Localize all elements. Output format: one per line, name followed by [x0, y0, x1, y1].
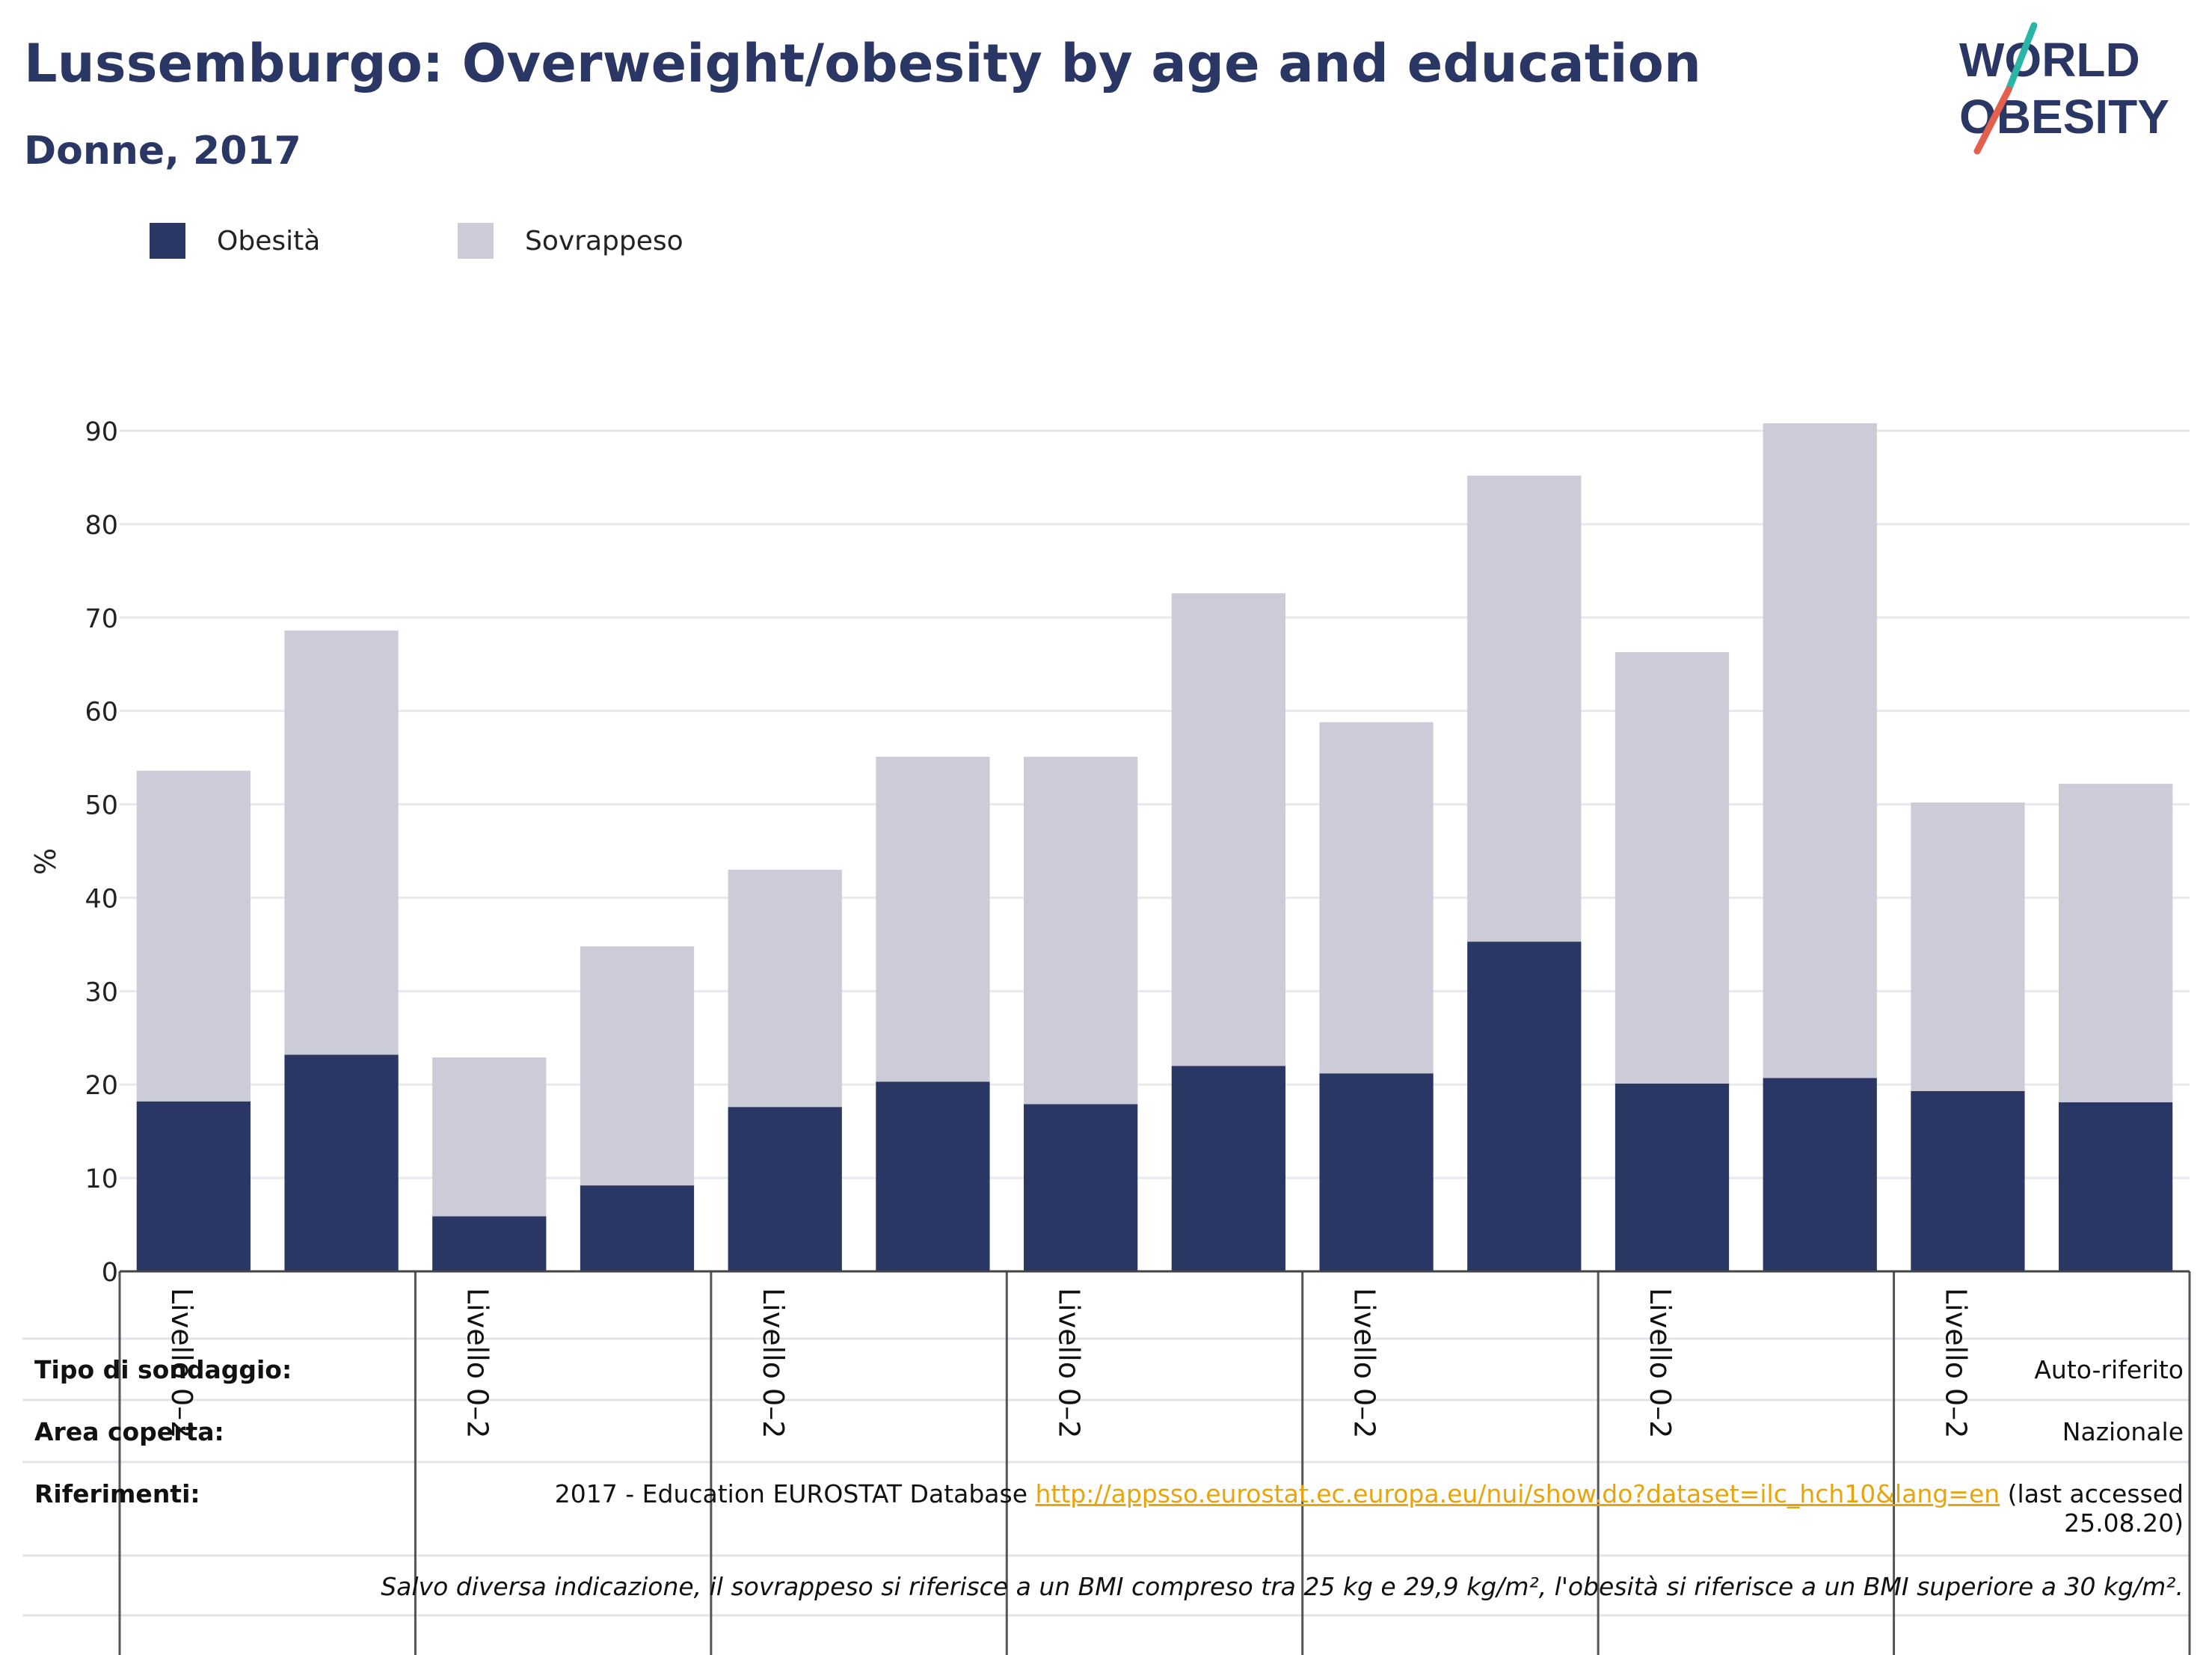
- legend-swatch-sovrappeso: [458, 223, 494, 259]
- info-area-value: Nazionale: [2062, 1417, 2184, 1446]
- bar-sovrappeso: [1763, 423, 1877, 1078]
- info-refs-label: Riferimenti:: [34, 1479, 200, 1508]
- legend-item-sovrappeso[interactable]: Sovrappeso: [458, 223, 683, 259]
- y-tick-label: 20: [85, 1071, 118, 1101]
- info-survey-label: Tipo di sondaggio:: [34, 1355, 292, 1384]
- bar-obesita: [1615, 1083, 1730, 1271]
- y-tick-label: 80: [85, 511, 118, 541]
- info-survey-value: Auto-riferito: [2034, 1355, 2184, 1384]
- y-tick-label: 70: [85, 604, 118, 634]
- bar-sovrappeso: [580, 946, 695, 1186]
- x-group-label: Livello 0–2: [1644, 1288, 1677, 1438]
- legend-label-obesita: Obesità: [217, 225, 321, 257]
- x-group-label: Livello 0–2: [1052, 1288, 1085, 1438]
- x-group-label: Livello 0–2: [1940, 1288, 1973, 1438]
- info-refs-prefix: 2017 - Education EUROSTAT Database: [554, 1479, 1036, 1508]
- y-tick-label: 50: [85, 791, 118, 821]
- bar-sovrappeso: [432, 1057, 547, 1217]
- bar-obesita: [1763, 1078, 1877, 1271]
- x-group-label: Livello 0–2: [461, 1288, 494, 1438]
- chart-subtitle: Donne, 2017: [24, 129, 301, 174]
- logo-teal-stroke: [2005, 22, 2038, 93]
- bar-obesita: [1467, 942, 1582, 1271]
- logo-red-stroke: [1973, 86, 2012, 155]
- info-refs-suffix: (last accessed: [2000, 1479, 2184, 1508]
- y-tick-label: 0: [102, 1258, 118, 1288]
- x-group-label: Livello 0–2: [165, 1288, 198, 1438]
- y-tick-label: 10: [85, 1164, 118, 1194]
- bar-obesita: [1319, 1073, 1434, 1271]
- bar-obesita: [2059, 1102, 2173, 1271]
- bar-obesita: [876, 1081, 990, 1271]
- bar-sovrappeso: [1319, 722, 1434, 1074]
- bar-obesita: [580, 1185, 695, 1271]
- info-note: Salvo diversa indicazione, il sovrappeso…: [381, 1572, 2184, 1601]
- bar-obesita: [1911, 1090, 2025, 1271]
- y-axis-label: %: [29, 848, 62, 875]
- bar-obesita: [728, 1107, 842, 1271]
- bar-obesita: [136, 1101, 251, 1271]
- info-area-label: Area coperta:: [34, 1417, 224, 1446]
- bar-obesita: [284, 1054, 399, 1271]
- info-refs-date: 25.08.20): [2064, 1508, 2184, 1538]
- bar-sovrappeso: [1171, 593, 1285, 1066]
- bar-sovrappeso: [1615, 651, 1730, 1084]
- bar-sovrappeso: [876, 756, 990, 1082]
- bar-obesita: [1024, 1104, 1138, 1271]
- legend-item-obesita[interactable]: Obesità: [150, 223, 320, 259]
- info-refs-link[interactable]: http://appsso.eurostat.ec.europa.eu/nui/…: [1035, 1479, 2000, 1508]
- y-tick-label: 30: [85, 977, 118, 1007]
- bar-sovrappeso: [1467, 475, 1582, 942]
- bar-sovrappeso: [2059, 784, 2173, 1102]
- y-tick-label: 90: [85, 417, 118, 447]
- world-obesity-logo: WORLD OBESITY: [1959, 22, 2169, 155]
- bar-sovrappeso: [284, 630, 399, 1055]
- x-group-label: Livello 0–2: [757, 1288, 790, 1438]
- bar-sovrappeso: [1024, 756, 1138, 1105]
- legend-swatch-obesita: [150, 223, 185, 259]
- bar-sovrappeso: [728, 869, 842, 1108]
- bar-sovrappeso: [1911, 802, 2025, 1091]
- x-group-label: Livello 0–2: [1348, 1288, 1381, 1438]
- bar-sovrappeso: [136, 770, 251, 1102]
- y-tick-label: 60: [85, 698, 118, 728]
- bar-obesita: [432, 1216, 547, 1271]
- bar-obesita: [1171, 1066, 1285, 1271]
- chart-title: Lussemburgo: Overweight/obesity by age a…: [24, 33, 1702, 94]
- info-refs-value: 2017 - Education EUROSTAT Database http:…: [555, 1479, 2184, 1538]
- logo-word-1: WORLD: [1959, 33, 2140, 87]
- legend-label-sovrappeso: Sovrappeso: [525, 225, 683, 257]
- y-tick-label: 40: [85, 884, 118, 914]
